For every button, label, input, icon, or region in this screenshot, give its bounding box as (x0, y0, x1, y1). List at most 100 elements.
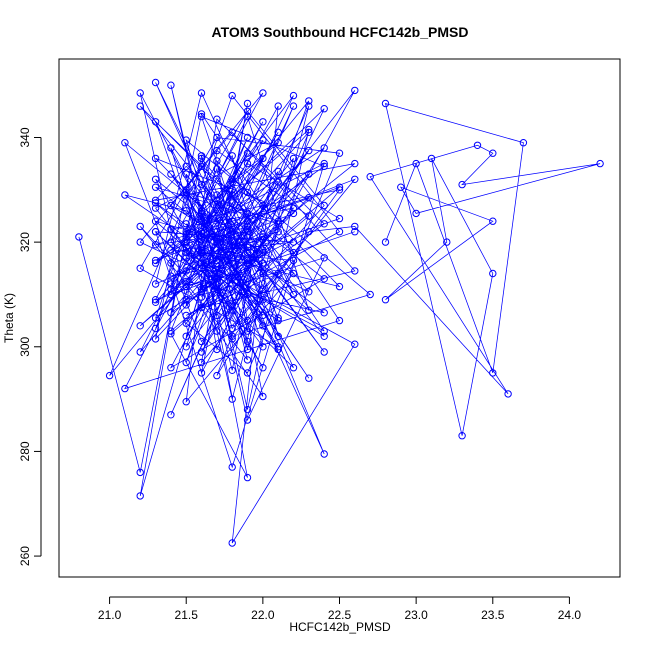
data-point (182, 248, 190, 257)
data-point (228, 238, 236, 246)
data-point (274, 269, 282, 278)
data-point (197, 246, 206, 254)
data-point (136, 102, 144, 110)
data-point (151, 314, 160, 322)
data-point (167, 364, 175, 372)
data-point (259, 118, 267, 126)
data-point (213, 146, 221, 155)
data-point (305, 306, 313, 314)
chart-title: ATOM3 Southbound HCFC142b_PMSD (212, 24, 469, 40)
data-point (320, 309, 328, 317)
data-point (305, 194, 313, 202)
data-point (167, 280, 175, 288)
data-point (320, 275, 328, 283)
data-point (243, 225, 252, 233)
data-point (182, 343, 190, 351)
data-point (213, 238, 221, 246)
data-point (243, 107, 252, 116)
data-point (167, 238, 175, 246)
data-point (243, 416, 252, 424)
data-point (197, 248, 206, 257)
data-point (213, 275, 221, 283)
x-tick-label: 23.5 (481, 608, 505, 622)
data-point (289, 154, 298, 163)
data-point (167, 327, 175, 335)
data-point (213, 371, 221, 380)
data-point (182, 233, 190, 241)
data-point (182, 319, 190, 327)
data-point (197, 110, 206, 118)
data-point (182, 311, 190, 320)
data-point (228, 191, 236, 199)
y-tick-label: 280 (18, 441, 32, 461)
data-point (182, 238, 190, 246)
data-point (213, 327, 221, 335)
y-tick-label: 340 (18, 127, 32, 147)
data-point (182, 296, 190, 304)
data-point (243, 243, 252, 252)
data-point (182, 220, 190, 228)
data-point (489, 369, 497, 377)
data-point (197, 152, 206, 160)
data-point (228, 463, 236, 471)
data-point (274, 314, 282, 322)
data-point (167, 330, 175, 338)
data-point (151, 196, 160, 205)
x-axis-label: HCFC142b_PMSD (289, 620, 391, 634)
data-point (243, 133, 252, 142)
data-point (243, 473, 252, 482)
data-point (412, 159, 420, 168)
data-point (351, 222, 359, 231)
data-point (259, 259, 267, 267)
data-point (289, 256, 298, 265)
data-point (197, 180, 206, 189)
data-point (274, 228, 282, 236)
data-point (197, 348, 206, 356)
data-point (182, 191, 190, 199)
data-point (121, 384, 129, 393)
data-point (259, 201, 267, 210)
data-point (197, 369, 206, 377)
data-point (274, 102, 282, 110)
data-point (197, 154, 206, 163)
data-point (197, 358, 206, 367)
data-point (167, 246, 175, 254)
data-point (274, 178, 282, 186)
data-point (228, 395, 236, 403)
data-point (228, 199, 236, 207)
data-point (274, 128, 282, 137)
data-point (259, 246, 267, 254)
data-point (381, 238, 390, 246)
data-point (167, 259, 175, 267)
plot-frame (58, 58, 621, 578)
data-point (151, 199, 160, 207)
data-point (289, 209, 298, 218)
data-point (243, 316, 252, 325)
data-point (305, 170, 313, 178)
data-point (351, 228, 359, 236)
data-point (151, 259, 160, 267)
data-point (151, 217, 160, 225)
data-point (151, 118, 160, 126)
data-point (259, 235, 267, 244)
data-point (213, 191, 221, 199)
data-point (213, 311, 221, 320)
data-point (489, 269, 497, 278)
data-point (151, 296, 160, 304)
data-point (335, 149, 344, 157)
data-point (197, 264, 206, 272)
data-point (243, 209, 252, 218)
data-point (335, 316, 344, 325)
data-point (213, 196, 221, 205)
data-point (182, 267, 190, 275)
data-point (228, 217, 236, 225)
data-point (167, 201, 175, 210)
data-point (259, 285, 267, 293)
data-point (136, 238, 144, 246)
data-point (182, 170, 190, 178)
y-tick-label: 300 (18, 336, 32, 356)
data-point (182, 186, 190, 194)
data-point (197, 112, 206, 121)
data-point (167, 225, 175, 233)
